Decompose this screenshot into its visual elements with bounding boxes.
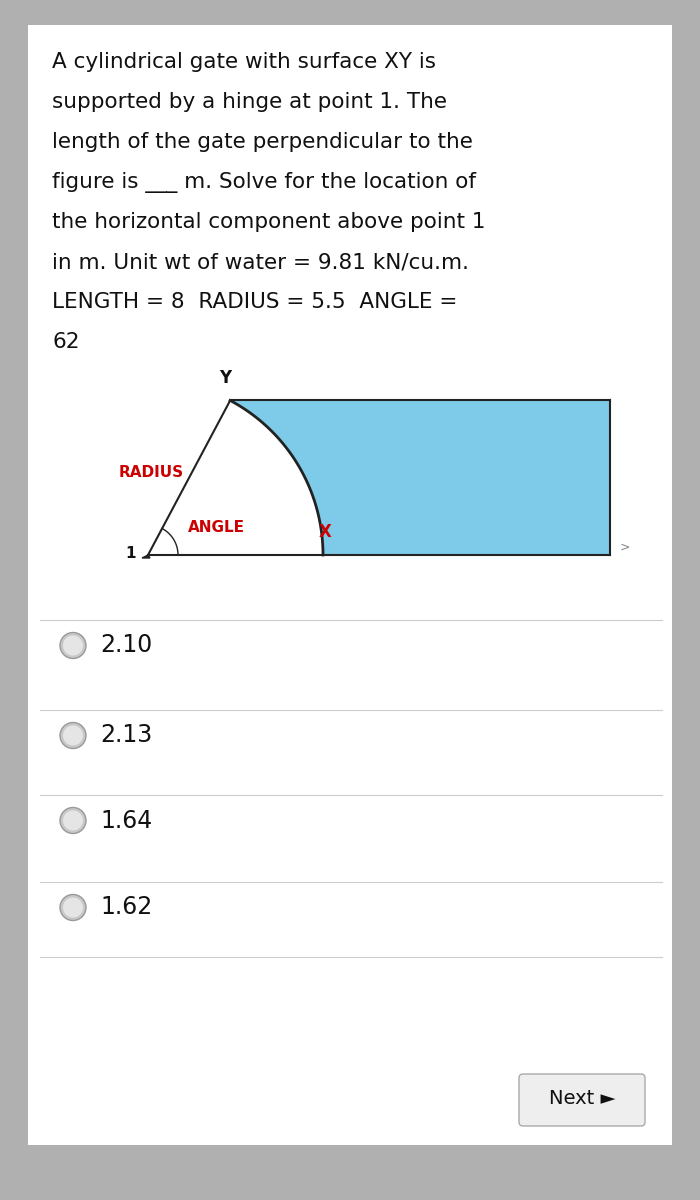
Text: 2.10: 2.10 xyxy=(100,634,153,658)
Polygon shape xyxy=(230,401,610,554)
Text: the horizontal component above point 1: the horizontal component above point 1 xyxy=(52,212,486,232)
Circle shape xyxy=(63,636,83,655)
Text: X: X xyxy=(318,523,331,541)
Text: figure is ___ m. Solve for the location of: figure is ___ m. Solve for the location … xyxy=(52,172,476,193)
Circle shape xyxy=(60,632,86,659)
Polygon shape xyxy=(142,554,150,558)
Circle shape xyxy=(60,894,86,920)
Text: A cylindrical gate with surface XY is: A cylindrical gate with surface XY is xyxy=(52,52,436,72)
Circle shape xyxy=(60,722,86,749)
Circle shape xyxy=(63,726,83,745)
FancyBboxPatch shape xyxy=(28,25,672,1145)
Text: 1: 1 xyxy=(126,546,136,560)
Text: Y: Y xyxy=(219,370,231,388)
Circle shape xyxy=(60,808,86,834)
Text: 1.64: 1.64 xyxy=(100,809,153,833)
Text: >: > xyxy=(620,540,631,553)
FancyBboxPatch shape xyxy=(519,1074,645,1126)
Text: 62: 62 xyxy=(52,332,80,352)
Circle shape xyxy=(63,810,83,830)
Text: RADIUS: RADIUS xyxy=(118,466,183,480)
Text: in m. Unit wt of water = 9.81 kN/cu.m.: in m. Unit wt of water = 9.81 kN/cu.m. xyxy=(52,252,469,272)
Text: 1.62: 1.62 xyxy=(100,895,153,919)
Circle shape xyxy=(63,898,83,918)
Text: supported by a hinge at point 1. The: supported by a hinge at point 1. The xyxy=(52,92,447,112)
Text: 2.13: 2.13 xyxy=(100,724,153,748)
Text: LENGTH = 8  RADIUS = 5.5  ANGLE =: LENGTH = 8 RADIUS = 5.5 ANGLE = xyxy=(52,292,457,312)
Text: length of the gate perpendicular to the: length of the gate perpendicular to the xyxy=(52,132,473,152)
Text: Next ►: Next ► xyxy=(549,1090,615,1109)
Text: ANGLE: ANGLE xyxy=(188,520,245,534)
